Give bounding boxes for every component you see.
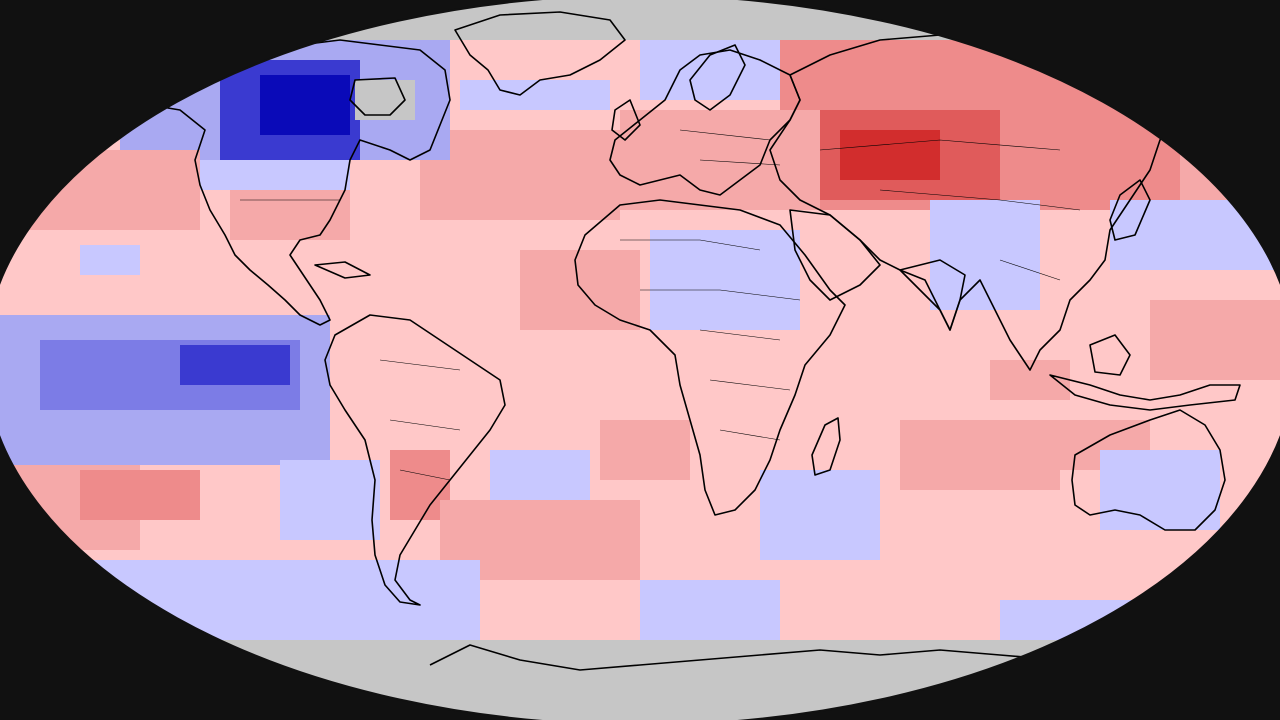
coast-antarctica <box>429 644 1111 671</box>
anomaly-cell <box>420 130 620 220</box>
eastern-pacific-cold-cell <box>180 345 290 385</box>
southern-ocean-cold-cell <box>1100 450 1220 530</box>
anomaly-cell <box>600 420 690 480</box>
north-canada-cold-cell <box>200 160 350 190</box>
siberia-warm-cell <box>620 110 820 210</box>
hudson-bay-cold-cell <box>260 75 350 135</box>
coast-madagascar <box>811 417 841 476</box>
coast-africa <box>574 199 846 516</box>
coast-south-america <box>324 314 506 606</box>
coast-north-america <box>109 39 451 326</box>
southern-ocean-cold-cell <box>490 450 590 500</box>
anomaly-cell <box>1150 300 1280 380</box>
coast-indonesia <box>1049 374 1241 411</box>
coast-hudson-bay <box>349 77 406 116</box>
eastern-pacific-cold-cell <box>930 200 1040 310</box>
coast-india <box>899 259 966 331</box>
coast-australia <box>1071 409 1226 531</box>
north-canada-cold-cell <box>640 40 800 100</box>
country-borders <box>240 129 1081 481</box>
coast-uk <box>611 99 641 141</box>
anomaly-cell <box>80 470 200 520</box>
southern-ocean-cold-cell <box>280 460 380 540</box>
anomaly-cell <box>990 360 1070 400</box>
coast-borneo <box>1089 334 1131 376</box>
coast-greenland <box>454 11 626 96</box>
anomaly-cell <box>520 250 640 330</box>
anomaly-cell <box>900 420 1060 490</box>
coast-japan <box>1109 179 1151 241</box>
coast-scandinavia <box>689 44 746 111</box>
eastern-pacific-cold-cell <box>80 245 140 275</box>
central-asia-warm-cell <box>840 130 940 180</box>
southern-ocean-cold-cell <box>640 580 780 640</box>
coast-cuba <box>314 261 371 279</box>
eastern-pacific-cold-cell <box>650 230 800 330</box>
southern-ocean-cold-cell <box>760 470 880 560</box>
north-canada-cold-cell <box>460 80 610 110</box>
